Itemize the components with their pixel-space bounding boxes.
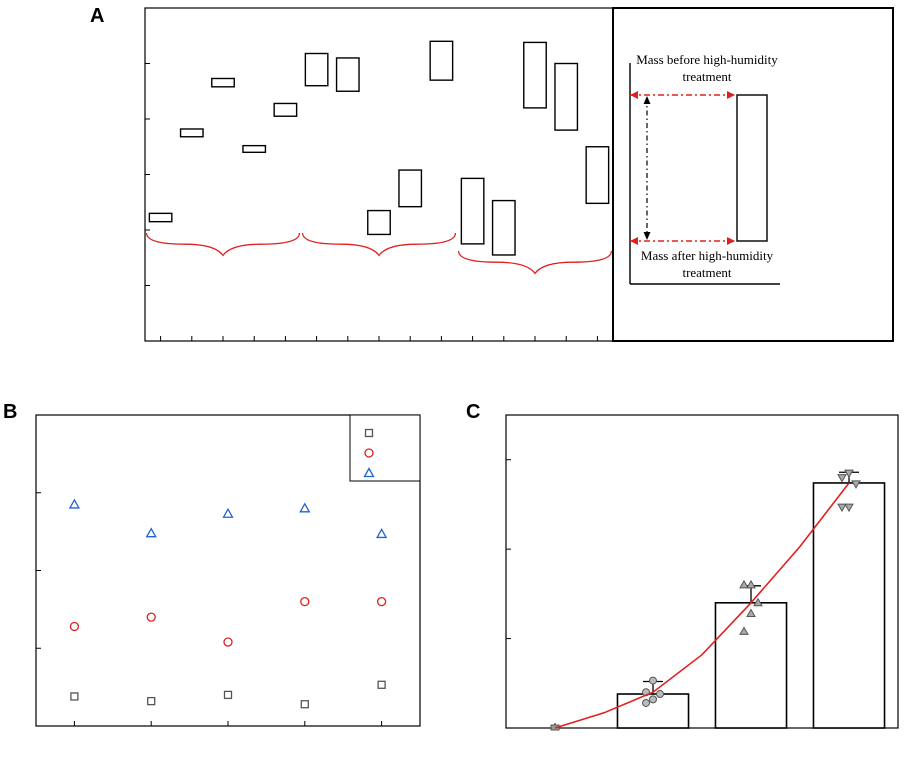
legend-marker-90d — [363, 467, 375, 478]
legend-marker-60d — [364, 448, 374, 458]
group-brace — [145, 232, 301, 257]
data-point-circle — [642, 698, 650, 707]
group-brace — [301, 232, 457, 257]
data-point-triangle — [739, 579, 749, 589]
point-30d — [70, 692, 79, 701]
bar — [812, 482, 886, 729]
point-90d — [68, 498, 81, 509]
data-point-circle — [649, 695, 657, 704]
point-60d — [223, 637, 233, 647]
bar — [714, 601, 788, 729]
legend-diagram-frame — [612, 7, 894, 342]
mass-box — [491, 199, 516, 256]
point-90d — [222, 507, 234, 518]
diagram-bottom-label-2: treatment — [682, 265, 731, 280]
point-60d — [376, 596, 387, 607]
point-30d — [147, 696, 156, 706]
mass-box — [460, 177, 485, 245]
mass-box — [367, 209, 391, 236]
diagram-top-label: Mass before high-humidity — [636, 52, 778, 67]
panel-letter-b: B — [3, 401, 17, 423]
panel-b-chart — [35, 414, 421, 727]
diagram-box — [736, 94, 768, 242]
data-point-triangle — [746, 579, 756, 589]
point-30d — [300, 700, 309, 709]
panel-c-chart — [505, 414, 899, 731]
point-60d — [300, 596, 310, 607]
mass-box — [179, 128, 204, 138]
point-90d — [299, 502, 311, 513]
panel-a-chart: Mass before high-humidity treatment Mass a… — [144, 7, 894, 342]
mass-box — [398, 169, 423, 208]
point-30d — [223, 690, 233, 700]
data-point-down-triangle — [837, 474, 847, 483]
diagram-arrowheads — [630, 91, 735, 245]
legend-box-b — [349, 414, 421, 482]
mass-box — [585, 146, 610, 205]
mass-box — [335, 57, 360, 92]
point-90d — [375, 528, 388, 539]
data-point-triangle — [753, 597, 763, 607]
panel-letter-a: A — [90, 5, 104, 27]
point-30d — [377, 680, 386, 689]
diagram-difference-arrows — [643, 96, 651, 240]
mass-box — [242, 144, 267, 153]
mass-box — [523, 41, 547, 109]
mass-box — [554, 62, 579, 131]
mass-box — [273, 102, 298, 117]
data-point-triangle — [739, 626, 749, 635]
data-point-circle — [656, 690, 664, 699]
legend-marker-30d — [364, 428, 374, 438]
plot-area-c — [505, 414, 899, 729]
mass-box — [304, 52, 329, 87]
mass-box — [211, 77, 235, 88]
point-90d — [145, 527, 157, 538]
data-point-down-triangle — [844, 503, 854, 513]
point-60d — [146, 612, 156, 622]
data-point-down-triangle — [844, 469, 854, 479]
data-point-down-triangle — [851, 480, 861, 489]
diagram-bottom-label: Mass after high-humidity — [641, 248, 774, 263]
data-point-circle — [649, 676, 657, 685]
point-60d — [69, 621, 80, 632]
mass-box — [429, 40, 454, 81]
fit-curve — [554, 482, 850, 729]
data-point-triangle — [746, 608, 756, 618]
mass-box — [148, 212, 173, 223]
diagram-top-label-2: treatment — [682, 69, 731, 84]
group-brace — [457, 250, 613, 275]
panel-letter-c: C — [466, 401, 480, 423]
data-point-down-triangle — [837, 503, 847, 513]
